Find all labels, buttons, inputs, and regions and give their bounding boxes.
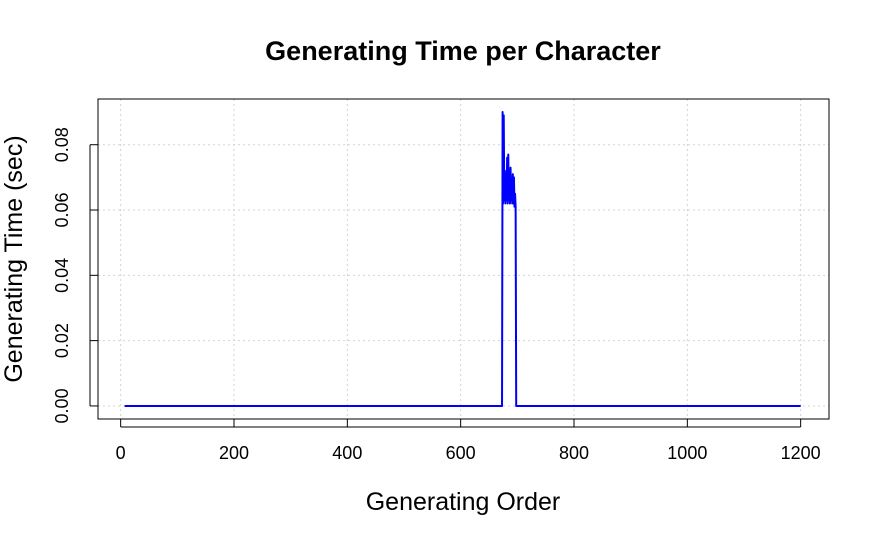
y-tick-label: 0.06 [52,192,72,227]
x-tick-label: 0 [116,443,126,463]
x-axis-label: Generating Order [366,488,561,516]
plot-frame [97,98,830,420]
x-axis: 0 200 400 600 800 1000 1200 [116,419,821,463]
x-tick-label: 1200 [781,443,821,463]
y-axis: 0.00 0.02 0.04 0.06 0.08 [52,127,98,423]
chart-title: Generating Time per Character [265,36,661,66]
y-tick-label: 0.00 [52,388,72,423]
y-axis-label: Generating Time (sec) [0,135,28,382]
x-tick-label: 200 [219,443,249,463]
y-tick-label: 0.04 [52,258,72,293]
x-tick-label: 1000 [667,443,707,463]
series-line [124,111,801,407]
grid-lines [98,99,829,419]
x-tick-label: 800 [559,443,589,463]
y-tick-label: 0.08 [52,127,72,162]
x-tick-label: 600 [446,443,476,463]
y-tick-label: 0.02 [52,323,72,358]
x-tick-label: 400 [332,443,362,463]
series-layer [124,111,801,407]
